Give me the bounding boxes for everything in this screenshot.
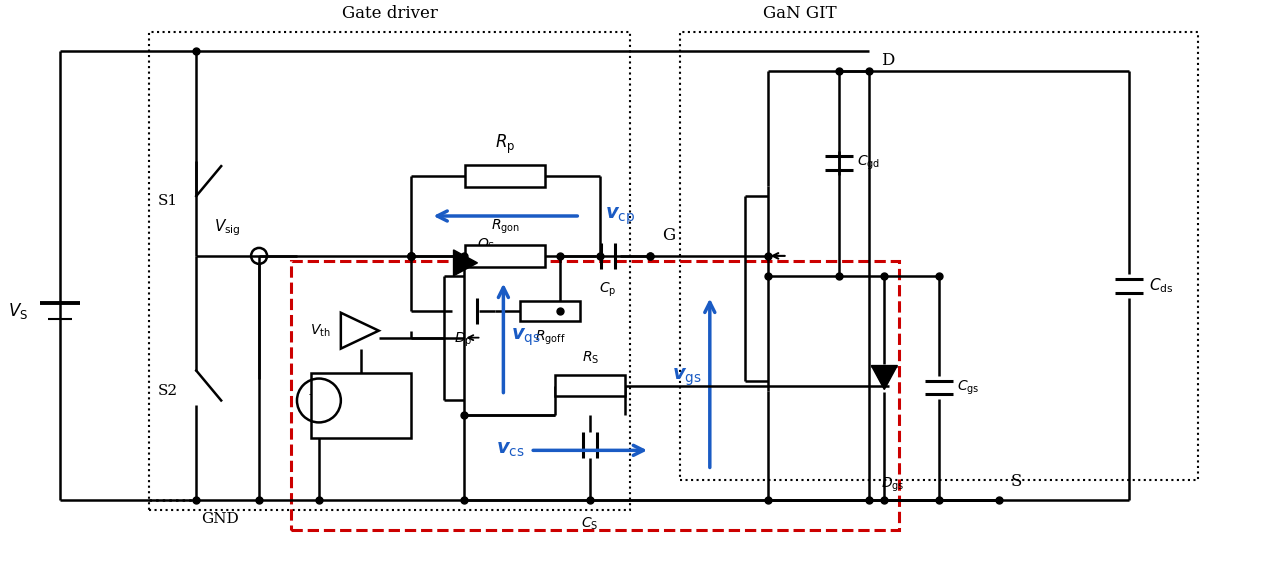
- Text: $R_{\mathrm{goff}}$: $R_{\mathrm{goff}}$: [535, 329, 566, 347]
- Text: D: D: [881, 53, 895, 69]
- Text: $\boldsymbol{v}_{\mathrm{qs}}$: $\boldsymbol{v}_{\mathrm{qs}}$: [511, 327, 542, 348]
- Text: $C_{\mathrm{ds}}$: $C_{\mathrm{ds}}$: [1149, 276, 1174, 295]
- Text: GND: GND: [202, 512, 239, 526]
- Bar: [466, 165, 546, 187]
- Text: $\boldsymbol{v}_{\mathrm{cp}}$: $\boldsymbol{v}_{\mathrm{cp}}$: [605, 205, 636, 227]
- Text: $V_{\mathrm{S}}$: $V_{\mathrm{S}}$: [8, 301, 28, 321]
- Text: S: S: [1011, 473, 1022, 490]
- Text: $Q_{\mathrm{S}}$: $Q_{\mathrm{S}}$: [478, 236, 496, 253]
- Polygon shape: [872, 366, 898, 390]
- Bar: [681, 31, 1198, 480]
- Polygon shape: [340, 313, 379, 348]
- Bar: [466, 245, 546, 267]
- Text: S1: S1: [158, 194, 178, 208]
- Text: GaN GIT: GaN GIT: [763, 5, 836, 22]
- Text: +: +: [351, 325, 361, 336]
- Text: LOGIC: LOGIC: [340, 410, 381, 421]
- Text: $\boldsymbol{v}_{\mathrm{gs}}$: $\boldsymbol{v}_{\mathrm{gs}}$: [672, 367, 702, 388]
- Text: S2: S2: [158, 383, 178, 398]
- Text: −: −: [320, 399, 330, 412]
- Text: $R_{\mathrm{S}}$: $R_{\mathrm{S}}$: [582, 349, 598, 366]
- Bar: [291, 261, 899, 530]
- Text: $C_{\mathrm{gd}}$: $C_{\mathrm{gd}}$: [858, 154, 881, 172]
- Text: CLAMP: CLAMP: [338, 390, 384, 401]
- Text: Gate driver: Gate driver: [342, 5, 438, 22]
- Bar: [311, 373, 411, 438]
- Bar: [555, 375, 625, 396]
- Text: $C_{\mathrm{S}}$: $C_{\mathrm{S}}$: [582, 515, 598, 531]
- Text: +: +: [308, 389, 318, 402]
- Bar: [149, 31, 630, 510]
- Text: $R_{\mathrm{gon}}$: $R_{\mathrm{gon}}$: [490, 217, 520, 236]
- Text: $D_{\mathrm{gs}}$: $D_{\mathrm{gs}}$: [881, 475, 904, 494]
- Text: $D_{\mathrm{p}}$: $D_{\mathrm{p}}$: [455, 331, 473, 349]
- Text: $R_{\mathrm{p}}$: $R_{\mathrm{p}}$: [496, 133, 516, 156]
- Bar: [520, 301, 580, 321]
- Text: $V_{\mathrm{sig}}$: $V_{\mathrm{sig}}$: [214, 217, 241, 238]
- Polygon shape: [453, 250, 478, 276]
- Text: $C_{\mathrm{gs}}$: $C_{\mathrm{gs}}$: [957, 378, 980, 396]
- Text: $V_{\mathrm{th}}$: $V_{\mathrm{th}}$: [311, 323, 331, 339]
- Text: $\boldsymbol{v}_{\mathrm{cs}}$: $\boldsymbol{v}_{\mathrm{cs}}$: [497, 441, 525, 459]
- Text: $C_{\mathrm{p}}$: $C_{\mathrm{p}}$: [600, 281, 616, 299]
- Text: G: G: [663, 227, 675, 244]
